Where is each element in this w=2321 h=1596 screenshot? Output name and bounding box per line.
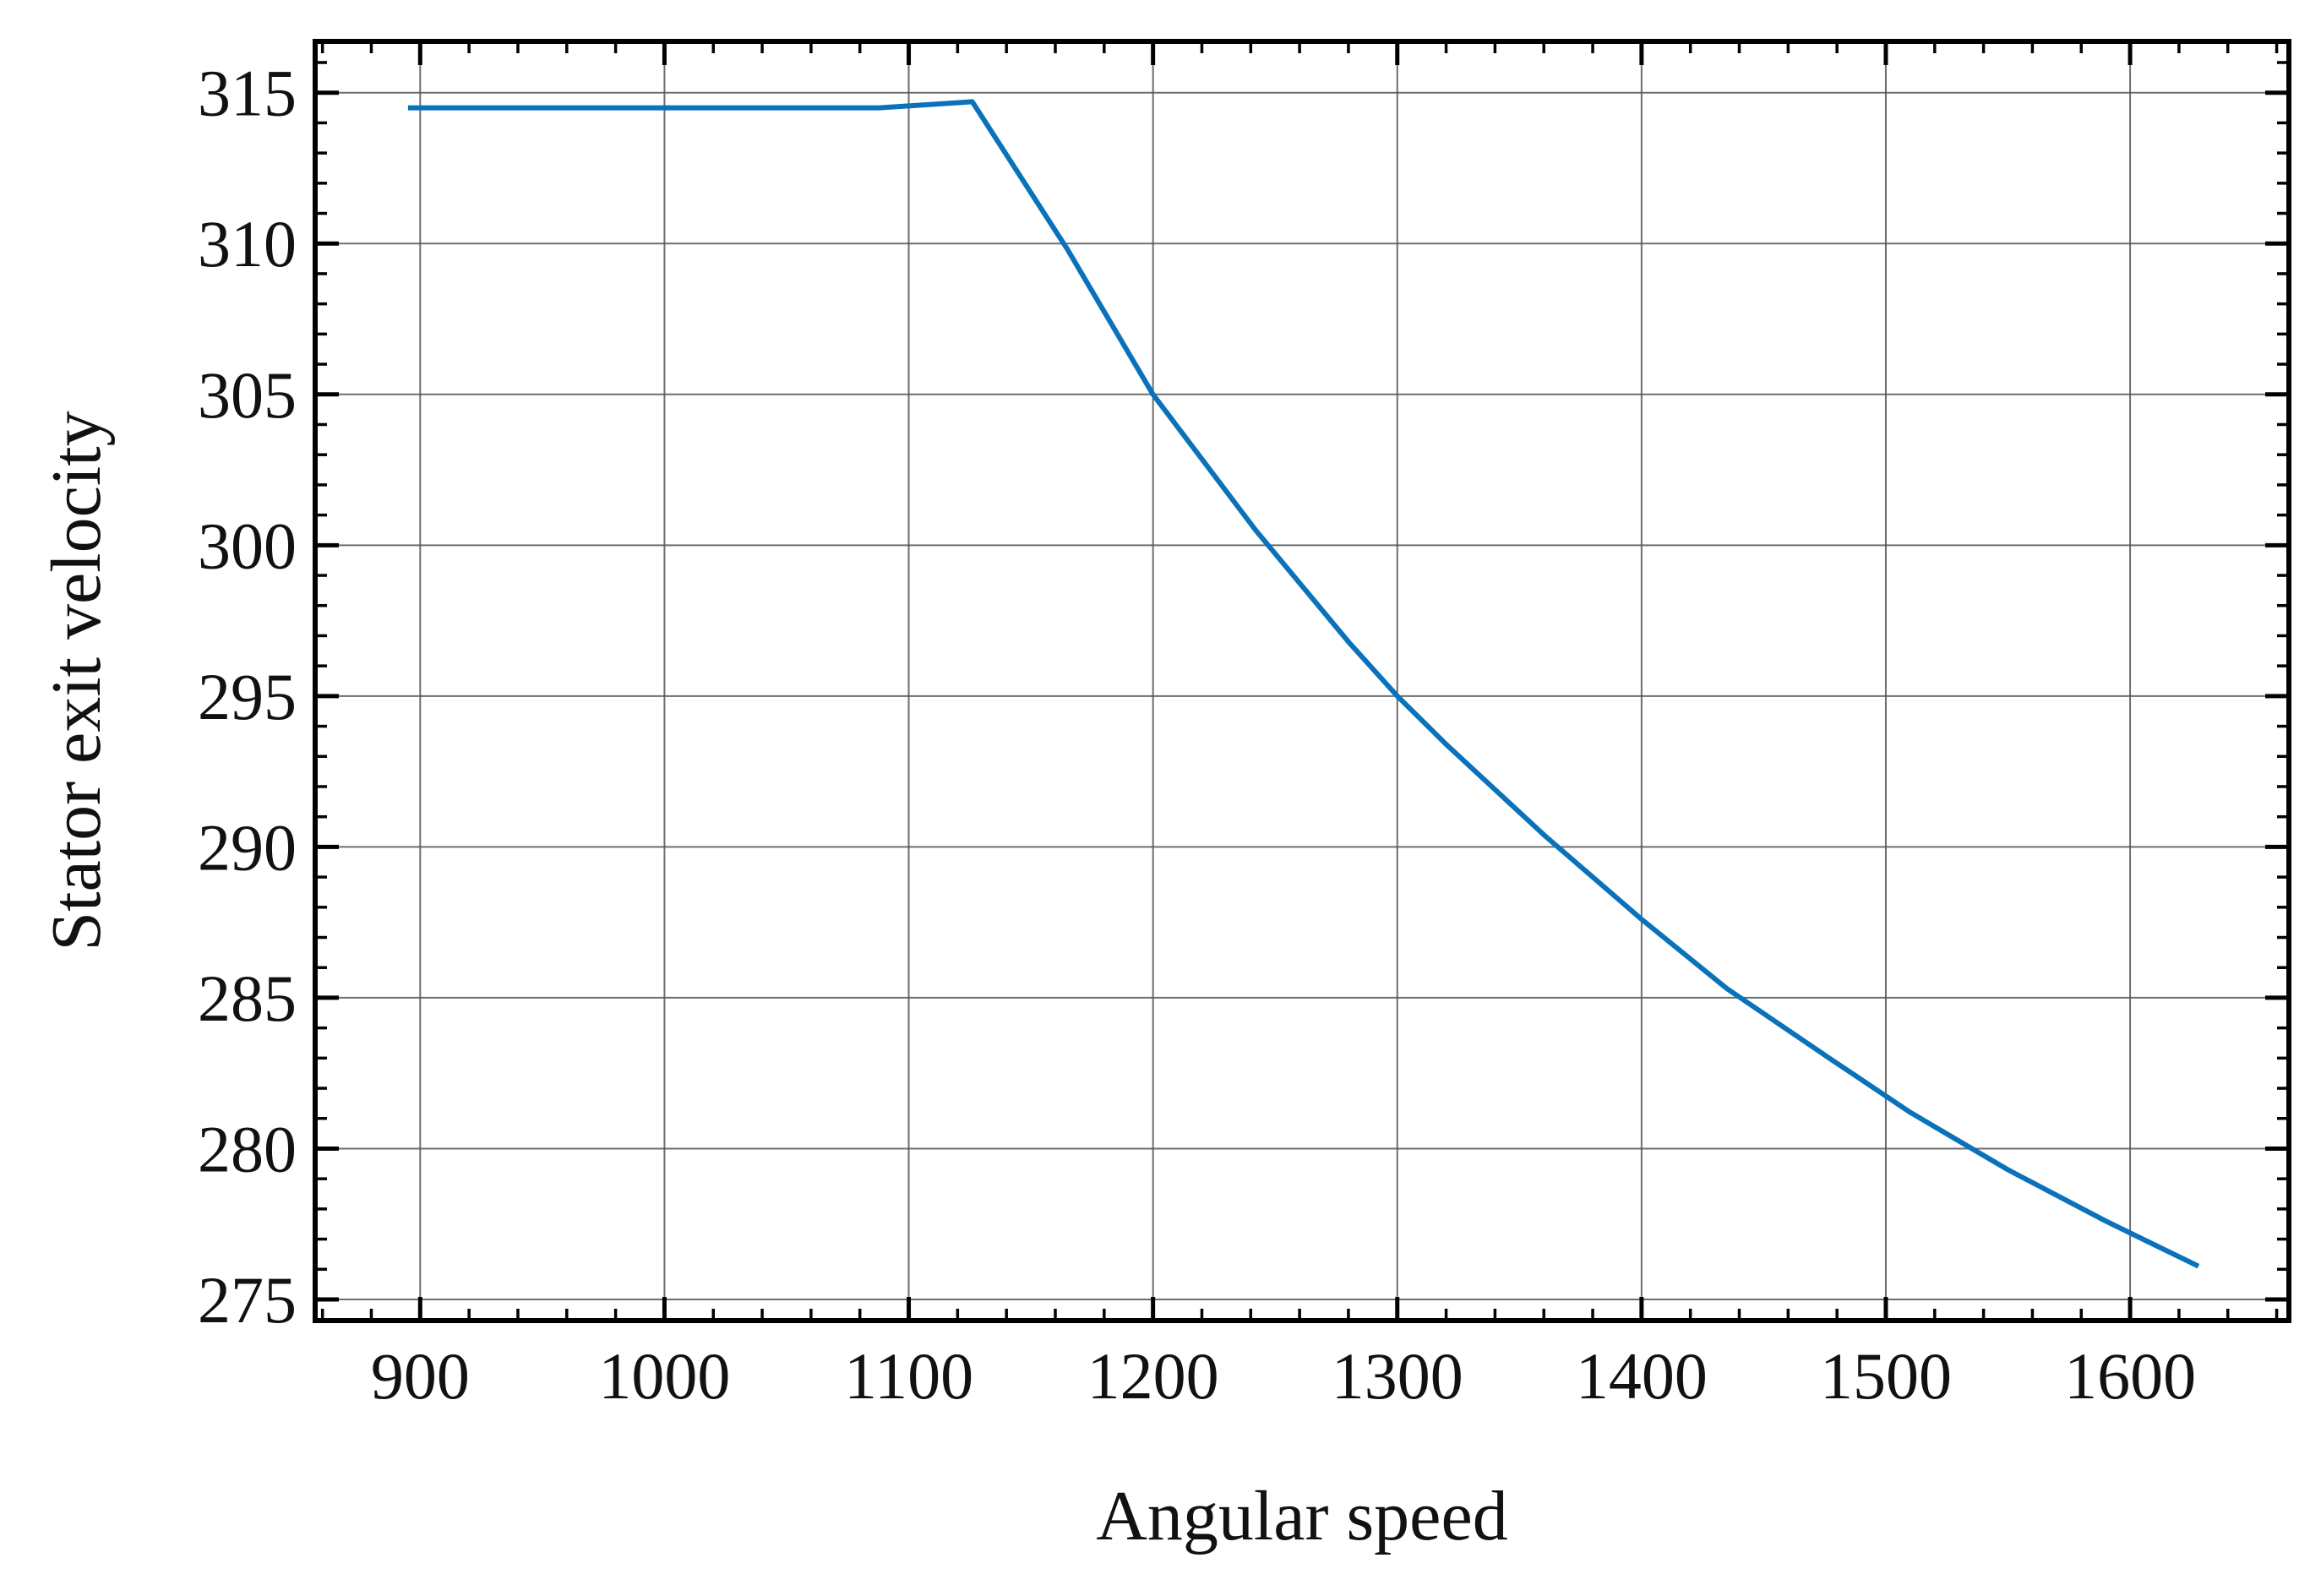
x-tick-label: 1300 [1332, 1339, 1463, 1413]
x-tick-label: 1100 [844, 1339, 973, 1413]
x-tick-label: 1600 [2064, 1339, 2196, 1413]
x-axis-label: Angular speed [1096, 1477, 1508, 1555]
x-tick-label: 1400 [1576, 1339, 1708, 1413]
data-series [407, 99, 2200, 1269]
tick-labels: 900 1000 1100 1200 1300 1400 1500 1600 275 280 285… [198, 57, 2196, 1413]
y-tick-label: 275 [198, 1263, 297, 1337]
x-tick-label: 1200 [1087, 1339, 1219, 1413]
y-tick-label: 285 [198, 961, 297, 1035]
y-tick-label: 300 [198, 509, 297, 582]
series-line [407, 99, 2200, 1269]
y-tick-label: 280 [198, 1112, 297, 1185]
y-tick-label: 290 [198, 810, 297, 884]
y-axis-label: Stator exit velocity [37, 411, 116, 951]
x-tick-label: 1500 [1820, 1339, 1952, 1413]
y-tick-label: 305 [198, 358, 297, 432]
y-tick-label: 295 [198, 660, 297, 733]
y-tick-label: 310 [198, 207, 297, 281]
x-tick-label: 1000 [598, 1339, 730, 1413]
x-tick-label: 900 [371, 1339, 470, 1413]
grid-lines [315, 41, 2289, 1321]
plot-frame [313, 39, 2291, 1323]
y-tick-label: 315 [198, 57, 297, 130]
